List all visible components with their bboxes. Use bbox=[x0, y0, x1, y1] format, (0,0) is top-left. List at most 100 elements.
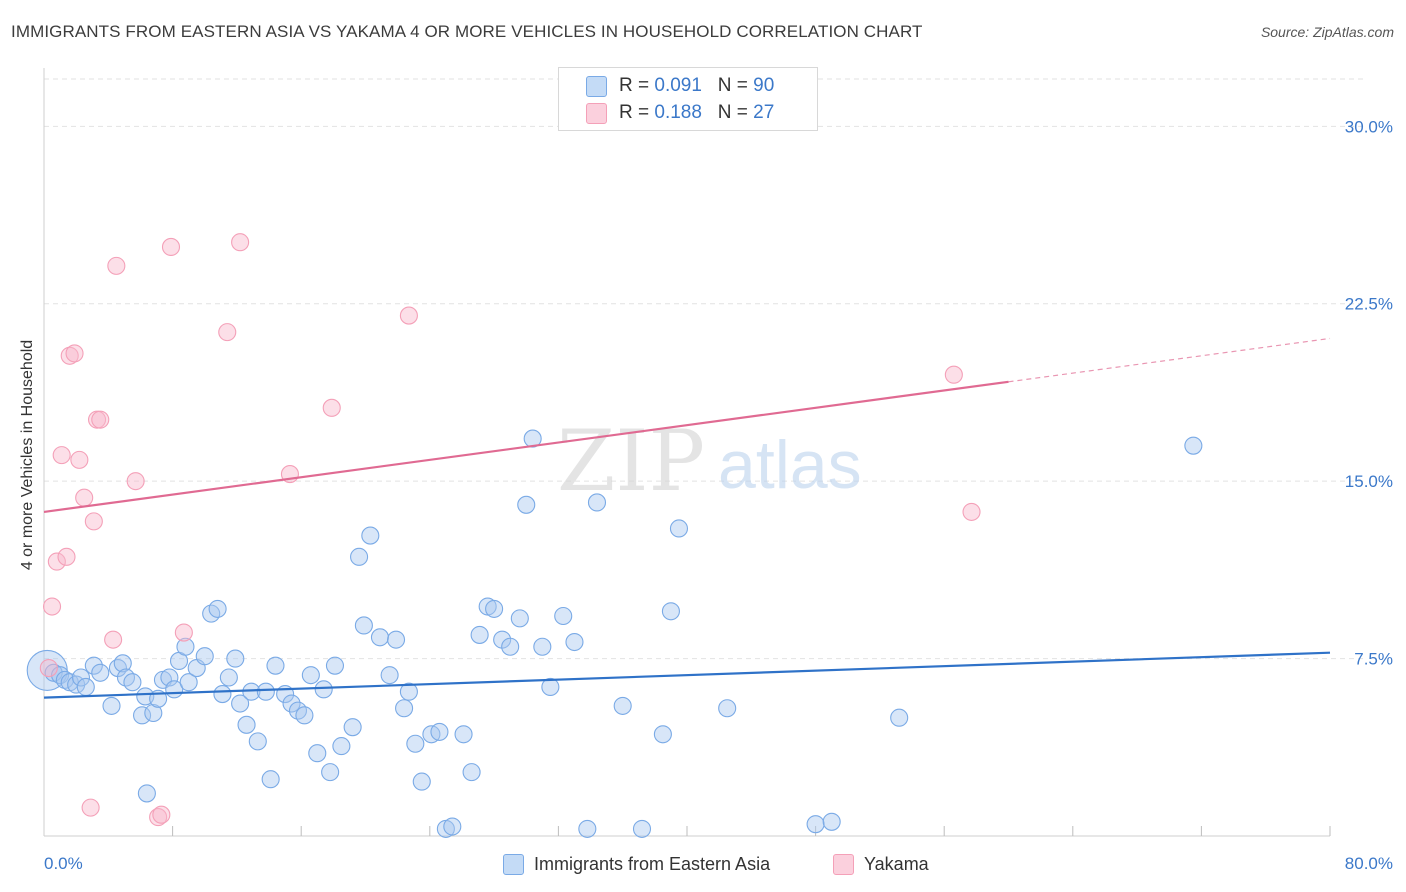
trend-line-extension bbox=[1008, 337, 1331, 383]
data-point bbox=[282, 694, 301, 713]
data-point bbox=[718, 699, 737, 718]
data-point bbox=[308, 744, 327, 763]
legend-r-value: 0.188 bbox=[654, 102, 702, 123]
y-tick-label: 30.0% bbox=[1345, 117, 1393, 136]
data-point bbox=[161, 237, 181, 257]
trend-lines bbox=[43, 337, 1331, 699]
data-point bbox=[176, 637, 195, 656]
data-point bbox=[399, 682, 418, 701]
series-immigrants-eastern-asia bbox=[26, 429, 1203, 838]
data-point bbox=[510, 609, 529, 628]
legend-swatch-yakama bbox=[586, 102, 607, 124]
data-point bbox=[160, 668, 179, 687]
data-point bbox=[332, 737, 351, 756]
axes bbox=[43, 68, 1331, 837]
legend-r-label: R = bbox=[619, 102, 655, 123]
data-point bbox=[370, 628, 390, 647]
data-point bbox=[399, 306, 418, 325]
x-tick-label: 80.0% bbox=[1345, 854, 1393, 873]
y-tick-label: 7.5% bbox=[1354, 650, 1393, 669]
data-point bbox=[231, 233, 250, 252]
data-point bbox=[314, 680, 333, 699]
data-point bbox=[822, 812, 841, 831]
data-point bbox=[613, 696, 632, 715]
data-point bbox=[266, 656, 285, 675]
source-label: Source: ZipAtlas.com bbox=[1260, 24, 1394, 40]
data-point bbox=[91, 410, 110, 429]
data-point bbox=[395, 699, 414, 718]
data-point bbox=[361, 526, 380, 545]
bottom-legend-swatch-immigrants bbox=[503, 853, 524, 875]
series-yakama bbox=[39, 233, 981, 827]
legend-n-value: 90 bbox=[753, 75, 775, 96]
legend-row-immigrants: R = 0.091 N = 90 bbox=[586, 74, 775, 98]
data-point bbox=[321, 763, 340, 782]
data-point bbox=[587, 493, 607, 512]
data-point bbox=[632, 819, 652, 838]
data-point bbox=[653, 725, 672, 744]
data-point bbox=[301, 666, 320, 685]
data-point bbox=[501, 637, 520, 656]
data-point bbox=[126, 472, 145, 491]
legend-swatch-immigrants bbox=[586, 75, 607, 97]
data-point bbox=[75, 488, 94, 507]
data-point bbox=[65, 344, 84, 363]
data-point bbox=[386, 630, 406, 649]
data-point bbox=[669, 519, 689, 538]
data-point bbox=[71, 668, 91, 687]
legend-row-yakama: R = 0.188 N = 27 bbox=[586, 101, 774, 125]
data-point bbox=[261, 770, 280, 789]
bottom-legend-swatch-yakama bbox=[833, 853, 854, 875]
data-point bbox=[944, 365, 963, 384]
watermark-zip: ZIP bbox=[557, 412, 705, 510]
data-point bbox=[517, 495, 536, 514]
legend-r-value: 0.091 bbox=[654, 75, 702, 96]
data-point bbox=[470, 625, 489, 644]
data-point bbox=[60, 346, 79, 365]
data-point bbox=[343, 718, 362, 737]
data-point bbox=[91, 663, 110, 682]
data-point bbox=[39, 658, 58, 678]
data-point bbox=[661, 602, 680, 621]
data-point bbox=[295, 706, 314, 725]
correlation-legend: R = 0.091 N = 90 R = 0.188 N = 27 bbox=[558, 67, 818, 131]
trend-line bbox=[43, 380, 1009, 513]
data-point bbox=[113, 654, 132, 673]
y-tick-label: 15.0% bbox=[1345, 472, 1393, 491]
data-point bbox=[533, 637, 552, 656]
data-point bbox=[84, 656, 103, 675]
bottom-legend-label-yakama: Yakama bbox=[864, 853, 929, 874]
data-point bbox=[325, 656, 345, 675]
data-point bbox=[354, 616, 373, 635]
data-point bbox=[144, 703, 163, 723]
data-point bbox=[231, 694, 250, 713]
data-point bbox=[485, 599, 504, 618]
x-tick-label: 0.0% bbox=[44, 854, 83, 873]
data-point bbox=[218, 323, 237, 342]
data-point bbox=[179, 673, 198, 692]
data-point bbox=[55, 670, 74, 689]
data-point bbox=[962, 502, 981, 521]
data-point bbox=[208, 599, 227, 618]
data-point bbox=[219, 668, 238, 687]
data-point bbox=[248, 732, 267, 751]
data-point bbox=[237, 715, 256, 734]
bottom-legend-immigrants: Immigrants from Eastern Asia bbox=[503, 852, 770, 876]
data-point bbox=[430, 722, 449, 741]
y-tick-label: 22.5% bbox=[1345, 295, 1393, 314]
watermark-atlas: atlas bbox=[718, 427, 862, 503]
data-point bbox=[57, 547, 76, 566]
bottom-legend-label-immigrants: Immigrants from Eastern Asia bbox=[534, 853, 771, 874]
data-point bbox=[195, 647, 214, 666]
data-point bbox=[554, 606, 573, 626]
data-point bbox=[565, 632, 584, 652]
data-point bbox=[123, 673, 142, 692]
data-point bbox=[412, 772, 431, 791]
data-point bbox=[226, 649, 245, 668]
data-point bbox=[1184, 436, 1203, 455]
grid-lines bbox=[44, 78, 1366, 660]
data-point bbox=[152, 805, 171, 824]
watermark: ZIP atlas bbox=[557, 412, 862, 510]
data-point bbox=[213, 685, 232, 704]
